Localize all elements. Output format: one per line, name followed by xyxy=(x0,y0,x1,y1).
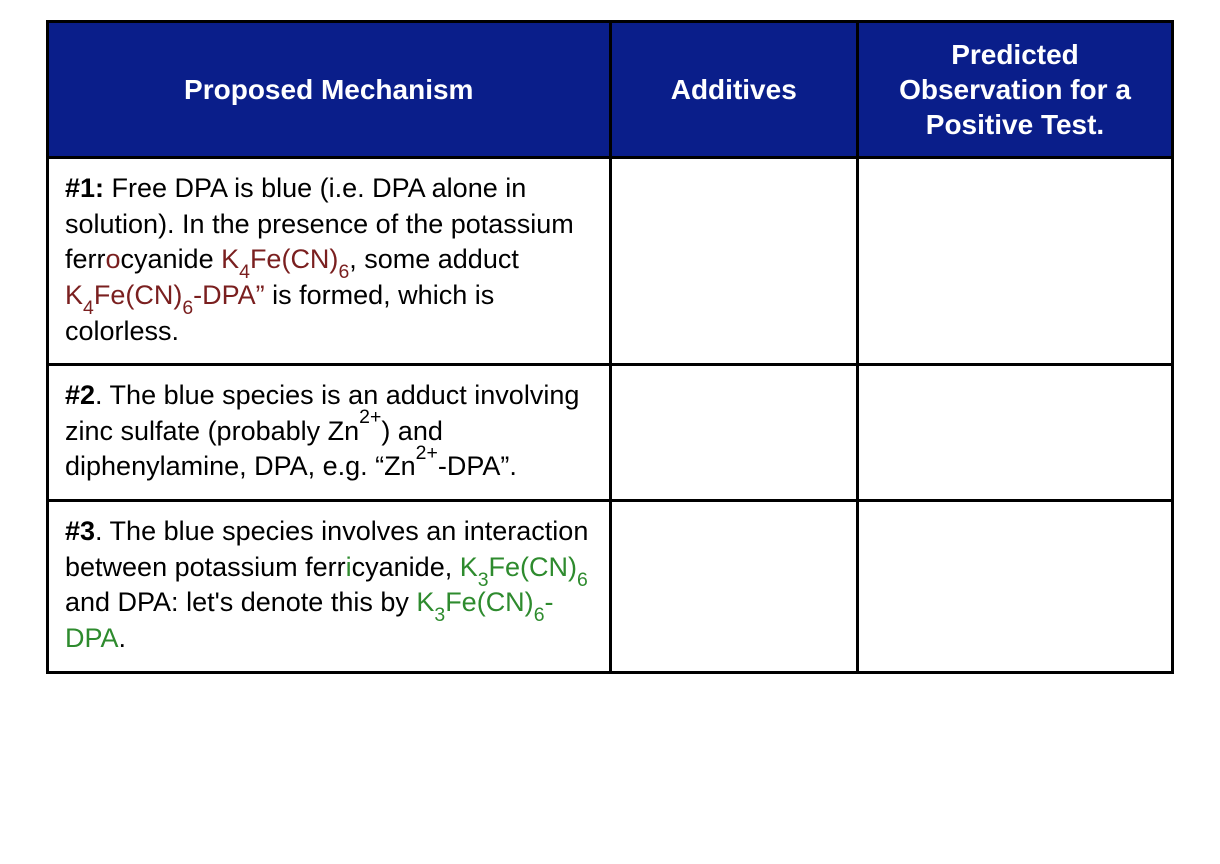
row-label: #3 xyxy=(65,516,95,546)
prediction-cell-2 xyxy=(858,365,1173,501)
row2-text-a: . The blue species is an adduct involvin… xyxy=(65,380,579,446)
prediction-cell-1 xyxy=(858,158,1173,365)
additives-cell-1 xyxy=(610,158,858,365)
row3-text-c: and DPA: let's denote this by xyxy=(65,587,416,617)
row-label: #1: xyxy=(65,173,104,203)
row1-text-b: cyanide xyxy=(121,244,222,274)
row-label: #2 xyxy=(65,380,95,410)
ferrocyanide-dpa-adduct: K4Fe(CN)6-DPA” xyxy=(65,280,265,310)
page: Proposed Mechanism Additives Predicted O… xyxy=(0,0,1220,674)
ferricyanide-formula-1: K3Fe(CN)6 xyxy=(460,552,588,582)
mechanism-cell-2: #2. The blue species is an adduct involv… xyxy=(48,365,611,501)
row3-text-d: . xyxy=(119,623,127,653)
mechanism-table: Proposed Mechanism Additives Predicted O… xyxy=(46,20,1174,674)
additives-cell-2 xyxy=(610,365,858,501)
row2-text-c: -DPA”. xyxy=(438,451,517,481)
table-row: #3. The blue species involves an interac… xyxy=(48,501,1173,673)
mechanism-cell-3: #3. The blue species involves an interac… xyxy=(48,501,611,673)
additives-cell-3 xyxy=(610,501,858,673)
table-row: #2. The blue species is an adduct involv… xyxy=(48,365,1173,501)
col-header-mechanism: Proposed Mechanism xyxy=(48,22,611,158)
mechanism-cell-1: #1: Free DPA is blue (i.e. DPA alone in … xyxy=(48,158,611,365)
row3-text-b: cyanide, xyxy=(352,552,460,582)
ferro-o-highlight: o xyxy=(106,244,121,274)
row1-text-c: , some adduct xyxy=(349,244,519,274)
prediction-cell-3 xyxy=(858,501,1173,673)
col-header-additives: Additives xyxy=(610,22,858,158)
col-header-prediction: Predicted Observation for a Positive Tes… xyxy=(858,22,1173,158)
ferrocyanide-formula-1: K4Fe(CN)6 xyxy=(221,244,349,274)
zn-charge-1: 2+ xyxy=(359,406,381,428)
zn-charge-2: 2+ xyxy=(416,442,438,464)
table-row: #1: Free DPA is blue (i.e. DPA alone in … xyxy=(48,158,1173,365)
table-header-row: Proposed Mechanism Additives Predicted O… xyxy=(48,22,1173,158)
